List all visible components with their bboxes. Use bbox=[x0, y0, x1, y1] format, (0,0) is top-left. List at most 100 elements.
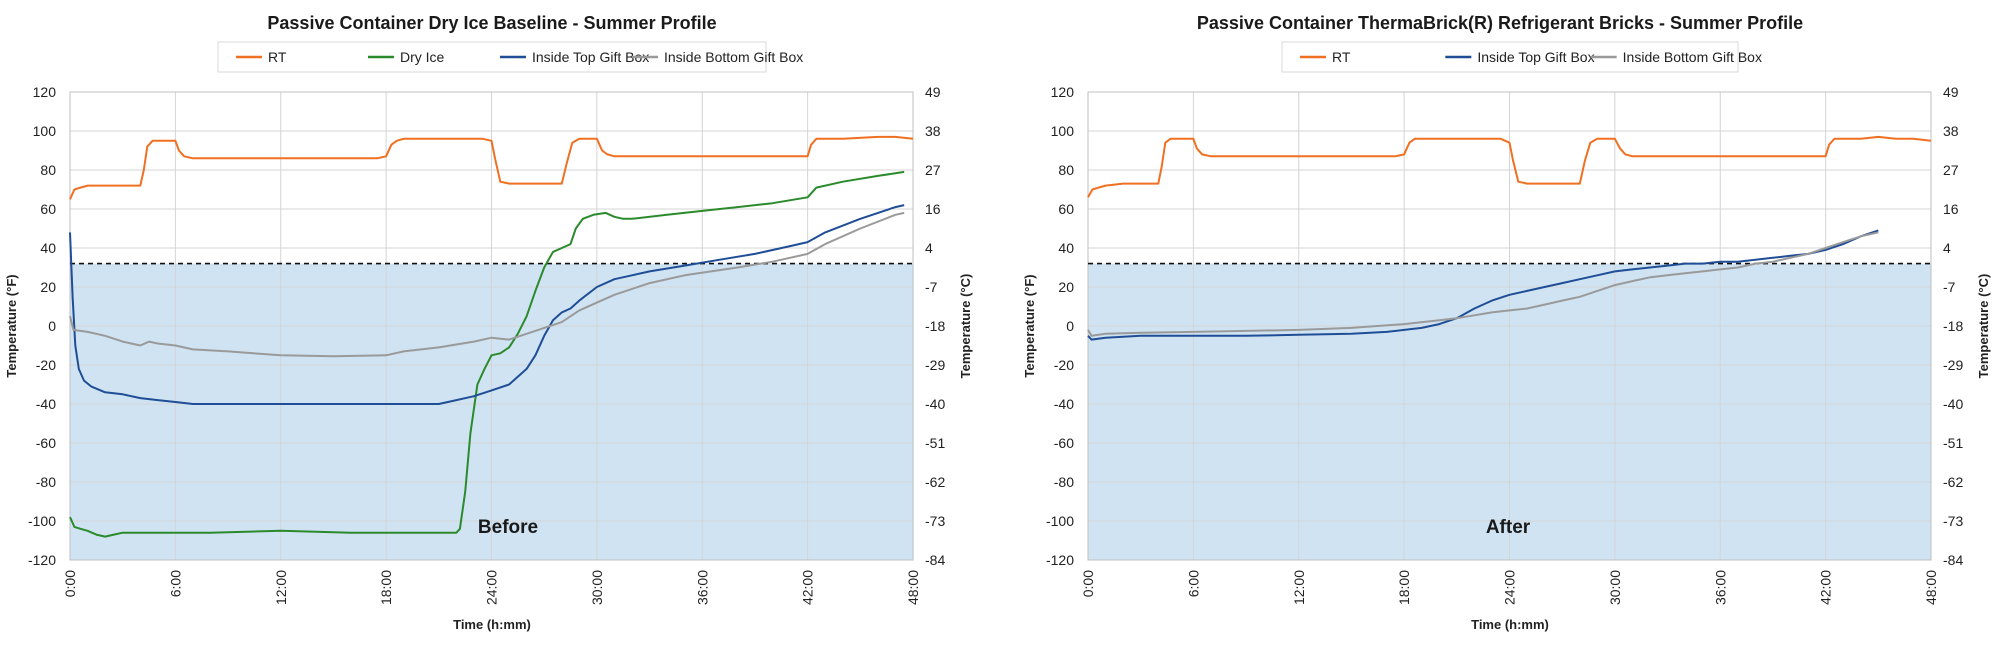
y-axis-title: Temperature (°F) bbox=[4, 274, 19, 377]
x-axis: 0:00 6:00 12:00 18:00 24:00 30:00 36:00 42:00 48… bbox=[1080, 570, 1939, 605]
legend-item: Dry Ice bbox=[368, 49, 445, 65]
x-tick-label: 24:00 bbox=[484, 570, 500, 605]
annotation-label: Before bbox=[478, 517, 538, 538]
x-tick-label: 36:00 bbox=[694, 570, 710, 605]
legend: RT Inside Top Gift Box Inside Bottom Gift … bbox=[1281, 41, 1762, 73]
y-tick-label: -80 bbox=[36, 474, 56, 490]
y-tick-label: 60 bbox=[40, 201, 56, 217]
x-tick-label: 0:00 bbox=[62, 570, 78, 597]
chart-title: Passive Container Dry Ice Baseline - Sum… bbox=[267, 13, 716, 33]
y-tick-label: 20 bbox=[1058, 279, 1074, 295]
y-axis-title: Temperature (°F) bbox=[1022, 274, 1037, 377]
y-tick-label: -60 bbox=[36, 435, 56, 451]
y2-tick-label: -84 bbox=[1943, 552, 1963, 568]
x-tick-label: 6:00 bbox=[1185, 570, 1201, 597]
y2-tick-label: -73 bbox=[925, 513, 945, 529]
y-tick-label: -100 bbox=[28, 513, 56, 529]
legend-item: RT bbox=[1300, 49, 1351, 65]
y-tick-label: -120 bbox=[28, 552, 56, 568]
y2-tick-label: -51 bbox=[1943, 435, 1963, 451]
series-line-inside-bottom-gift-box bbox=[69, 211, 905, 358]
y2-tick-label: -62 bbox=[1943, 474, 1963, 490]
y-tick-label: 60 bbox=[1058, 201, 1074, 217]
y-axis-right: 49 38 27 16 4 -7 -18 -29 -40 -51 -62 -73 -84 bbox=[925, 84, 945, 568]
x-axis-title: Time (h:mm) bbox=[1471, 617, 1549, 632]
y-tick-label: 0 bbox=[1066, 318, 1074, 334]
series-line-inside-top-gift-box bbox=[69, 204, 905, 405]
y2-tick-label: 16 bbox=[1943, 201, 1959, 217]
series-group bbox=[69, 135, 914, 538]
y2-tick-label: 38 bbox=[1943, 123, 1959, 139]
y2-tick-label: -73 bbox=[1943, 513, 1963, 529]
y2-axis-title: Temperature (°C) bbox=[958, 274, 973, 379]
y-tick-label: -20 bbox=[1054, 357, 1074, 373]
y-tick-label: 100 bbox=[33, 123, 57, 139]
y2-tick-label: -7 bbox=[1943, 279, 1956, 295]
y2-tick-label: 4 bbox=[925, 240, 933, 256]
y2-tick-label: 4 bbox=[1943, 240, 1951, 256]
x-tick-label: 12:00 bbox=[273, 570, 289, 605]
x-tick-label: 48:00 bbox=[905, 570, 921, 605]
legend-label: RT bbox=[268, 49, 287, 65]
legend-label: Inside Top Gift Box bbox=[1477, 49, 1594, 65]
legend-label: Inside Top Gift Box bbox=[532, 49, 649, 65]
x-tick-label: 12:00 bbox=[1291, 570, 1307, 605]
y-tick-label: -60 bbox=[1054, 435, 1074, 451]
chart-2: Passive Container ThermaBrick(R) Refrige… bbox=[1022, 13, 1991, 632]
y-axis-left: 120 100 80 60 40 20 0 -20 -40 -60 -80 -100 -120 bbox=[28, 84, 56, 568]
y2-tick-label: -40 bbox=[925, 396, 945, 412]
legend: RT Dry Ice Inside Top Gift Box Inside Botto… bbox=[217, 41, 803, 73]
x-axis: 0:00 6:00 12:00 18:00 24:00 30:00 36:00 42:00 48… bbox=[62, 570, 921, 605]
series-line-rt bbox=[1087, 135, 1932, 198]
x-tick-label: 18:00 bbox=[1396, 570, 1412, 605]
series-line-inside-top-gift-box bbox=[1087, 229, 1879, 341]
x-tick-label: 48:00 bbox=[1923, 570, 1939, 605]
y-tick-label: -120 bbox=[1046, 552, 1074, 568]
x-tick-label: 30:00 bbox=[589, 570, 605, 605]
y-tick-label: 20 bbox=[40, 279, 56, 295]
legend-item: Inside Bottom Gift Box bbox=[632, 49, 803, 65]
x-tick-label: 6:00 bbox=[167, 570, 183, 597]
y-tick-label: 80 bbox=[1058, 162, 1074, 178]
series-line-rt bbox=[69, 135, 914, 200]
y2-tick-label: -62 bbox=[925, 474, 945, 490]
y-axis-right: 49 38 27 16 4 -7 -18 -29 -40 -51 -62 -73 -84 bbox=[1943, 84, 1963, 568]
x-tick-label: 42:00 bbox=[1818, 570, 1834, 605]
y2-tick-label: -84 bbox=[925, 552, 945, 568]
y2-tick-label: -18 bbox=[1943, 318, 1963, 334]
y-tick-label: 40 bbox=[1058, 240, 1074, 256]
y2-tick-label: -29 bbox=[925, 357, 945, 373]
legend-label: Inside Bottom Gift Box bbox=[1623, 49, 1762, 65]
chart-1: Passive Container Dry Ice Baseline - Sum… bbox=[4, 13, 973, 632]
plot-border bbox=[69, 91, 914, 561]
legend-label: Dry Ice bbox=[400, 49, 445, 65]
y2-tick-label: -7 bbox=[925, 279, 938, 295]
y2-tick-label: 49 bbox=[1943, 84, 1959, 100]
y-tick-label: -40 bbox=[36, 396, 56, 412]
legend-box bbox=[1281, 41, 1739, 73]
annotation-label: After bbox=[1486, 517, 1531, 538]
legend-label: RT bbox=[1332, 49, 1351, 65]
x-tick-label: 18:00 bbox=[378, 570, 394, 605]
y2-axis-title: Temperature (°C) bbox=[1976, 274, 1991, 379]
y2-tick-label: -40 bbox=[1943, 396, 1963, 412]
y2-tick-label: 16 bbox=[925, 201, 941, 217]
y2-tick-label: -29 bbox=[1943, 357, 1963, 373]
x-tick-label: 30:00 bbox=[1607, 570, 1623, 605]
x-tick-label: 0:00 bbox=[1080, 570, 1096, 597]
series-group bbox=[1087, 135, 1932, 341]
series-line-inside-bottom-gift-box bbox=[1087, 231, 1879, 337]
y2-tick-label: -51 bbox=[925, 435, 945, 451]
legend-item: Inside Bottom Gift Box bbox=[1590, 49, 1762, 65]
y-tick-label: -100 bbox=[1046, 513, 1074, 529]
y2-tick-label: 38 bbox=[925, 123, 941, 139]
plot-border bbox=[1087, 91, 1932, 561]
y-tick-label: -20 bbox=[36, 357, 56, 373]
legend-label: Inside Bottom Gift Box bbox=[664, 49, 803, 65]
legend-item: RT bbox=[236, 49, 287, 65]
legend-item: Inside Top Gift Box bbox=[1445, 49, 1595, 65]
y-tick-label: 0 bbox=[48, 318, 56, 334]
y-tick-label: 120 bbox=[1051, 84, 1075, 100]
series-line-dry-ice bbox=[69, 170, 905, 538]
